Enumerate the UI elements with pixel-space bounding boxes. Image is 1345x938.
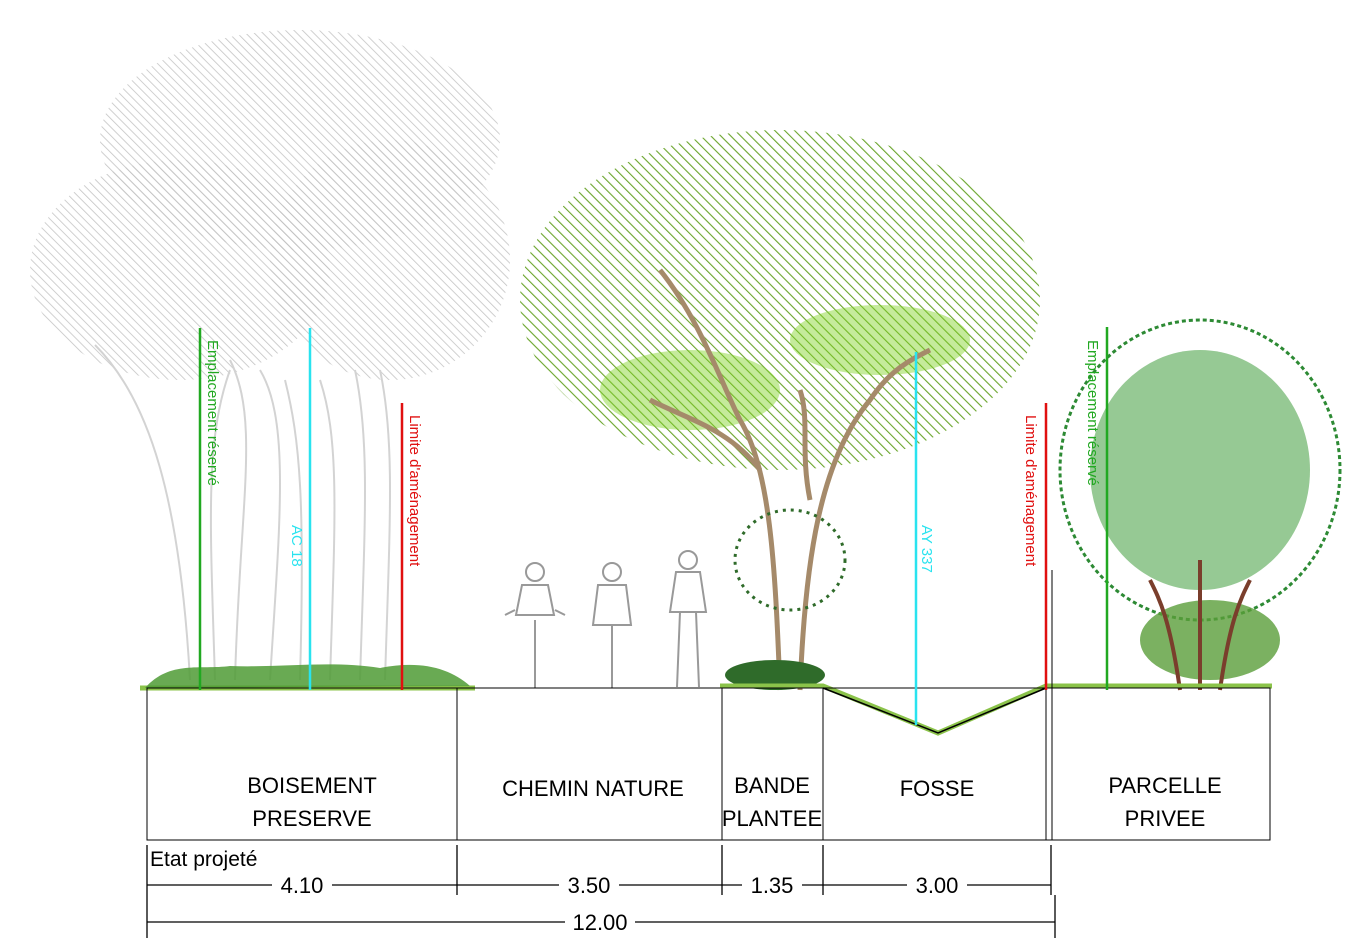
zone-boxes <box>147 570 1270 840</box>
zone-label: PRIVEE <box>1125 806 1206 831</box>
zone-label: PARCELLE <box>1108 773 1221 798</box>
central-tree <box>520 130 1040 690</box>
zone-label: CHEMIN NATURE <box>502 776 684 801</box>
zone-label: PLANTEE <box>722 806 822 831</box>
reference-label: Limite d'aménagement <box>1022 415 1039 567</box>
zone-label: BANDE <box>734 773 810 798</box>
reference-label: Limite d'aménagement <box>406 415 423 567</box>
dimension-label: 4.10 <box>281 873 324 898</box>
zone-label: FOSSE <box>900 776 975 801</box>
path-users <box>505 551 706 688</box>
gray-canopy <box>30 30 510 680</box>
dimension-label: 3.50 <box>568 873 611 898</box>
zone-label: PRESERVE <box>252 806 371 831</box>
right-tree <box>1060 320 1340 690</box>
total-dimension: 12.00 <box>572 910 627 935</box>
reference-label: AC 18 <box>288 525 305 567</box>
zone-label: BOISEMENT <box>247 773 377 798</box>
cross-section: Etat projeté BOISEMENT PRESERVE CHEMIN NAT… <box>0 0 1345 938</box>
reference-label: AY 337 <box>918 525 935 573</box>
reference-label: Emplacement réservé <box>1084 340 1101 486</box>
state-label: Etat projeté <box>150 848 257 871</box>
reference-label: Emplacement réservé <box>204 340 221 486</box>
dimension-label: 3.00 <box>916 873 959 898</box>
dimension-label: 1.35 <box>751 873 794 898</box>
